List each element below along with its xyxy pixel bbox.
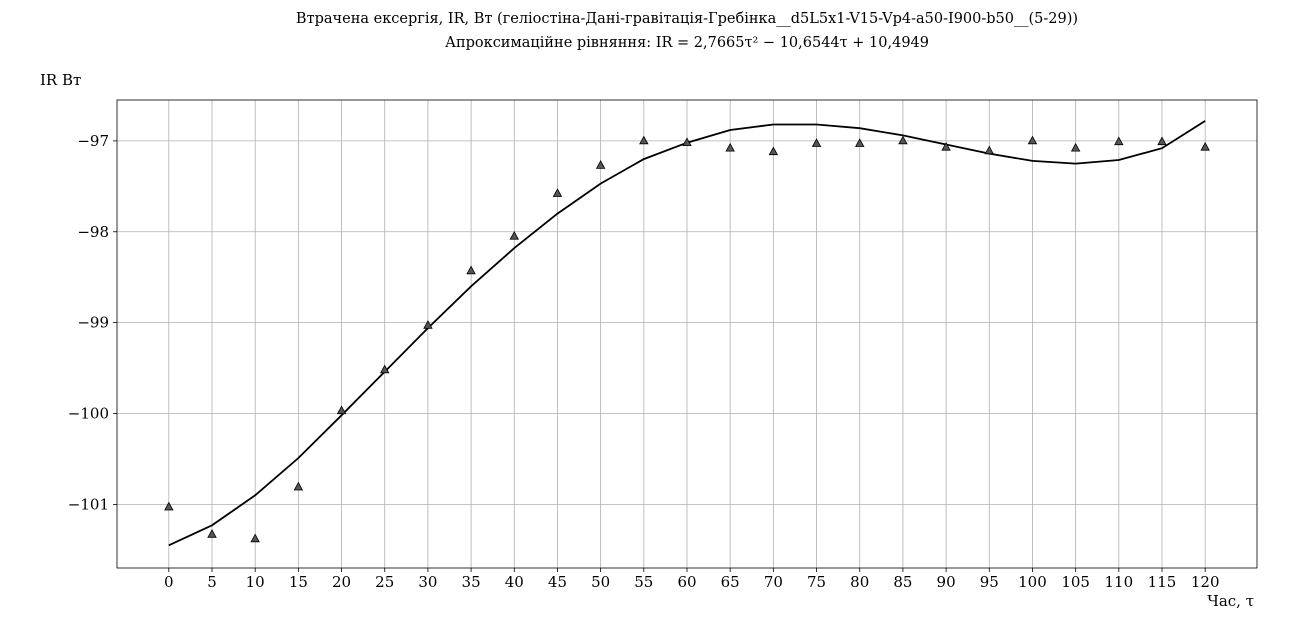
- x-tick-label: 30: [418, 573, 437, 591]
- chart-subtitle: Апроксимаційне рівняння: IR = 2,7665τ² −…: [445, 35, 929, 51]
- x-tick-label: 75: [807, 573, 826, 591]
- y-tick-label: −98: [77, 223, 109, 241]
- data-point: [1200, 141, 1210, 151]
- data-point: [466, 265, 476, 275]
- x-tick-label: 35: [462, 573, 481, 591]
- data-point: [164, 501, 174, 511]
- x-tick-label: 120: [1191, 573, 1220, 591]
- x-tick-label: 65: [721, 573, 740, 591]
- data-point: [1114, 136, 1124, 146]
- x-tick-label: 50: [591, 573, 610, 591]
- data-point: [207, 529, 217, 538]
- x-tick-label: 85: [893, 573, 912, 591]
- y-axis-label: IR Вт: [40, 71, 81, 89]
- data-point: [1027, 135, 1038, 145]
- data-point: [293, 481, 304, 491]
- x-tick-label: 5: [207, 573, 217, 591]
- x-tick-label: 95: [980, 573, 999, 591]
- x-axis-label: Час, τ: [1207, 592, 1254, 610]
- data-point: [552, 188, 563, 197]
- x-tick-label: 105: [1061, 573, 1090, 591]
- x-tick-label: 110: [1104, 573, 1133, 591]
- plot-frame: [116, 99, 1258, 569]
- x-tick-label: 90: [937, 573, 956, 591]
- data-point: [682, 137, 692, 147]
- data-point: [509, 230, 519, 240]
- data-point: [336, 405, 347, 415]
- data-point: [380, 364, 390, 374]
- data-point: [725, 142, 735, 152]
- data-point: [768, 146, 779, 156]
- x-tick-label: 45: [548, 573, 567, 591]
- x-tick-label: 15: [289, 573, 308, 591]
- data-point: [1157, 136, 1167, 146]
- x-tick-label: 80: [850, 573, 869, 591]
- data-point: [423, 320, 433, 329]
- x-tick-label: 10: [246, 573, 265, 591]
- x-tick-label: 115: [1148, 573, 1177, 591]
- data-point: [984, 145, 994, 155]
- x-tick-label: 25: [375, 573, 394, 591]
- chart-title: Втрачена ексергія, IR, Вт (геліостіна-Да…: [296, 11, 1078, 27]
- data-point: [595, 160, 606, 169]
- y-tick-label: −99: [77, 314, 109, 332]
- data-point: [811, 138, 822, 147]
- data-point: [941, 141, 951, 151]
- x-tick-label: 40: [505, 573, 524, 591]
- data-point: [639, 135, 649, 145]
- data-point: [855, 138, 865, 147]
- data-point: [898, 135, 908, 145]
- x-tick-label: 55: [634, 573, 653, 591]
- y-tick-label: −97: [77, 132, 109, 150]
- data-point: [1070, 142, 1081, 152]
- x-tick-label: 70: [764, 573, 783, 591]
- data-point: [250, 533, 260, 543]
- y-tick-label: −101: [68, 495, 109, 513]
- x-tick-label: 100: [1018, 573, 1047, 591]
- y-tick-label: −100: [68, 405, 109, 423]
- x-tick-label: 0: [164, 573, 174, 591]
- x-tick-label: 20: [332, 573, 351, 591]
- x-tick-label: 60: [677, 573, 696, 591]
